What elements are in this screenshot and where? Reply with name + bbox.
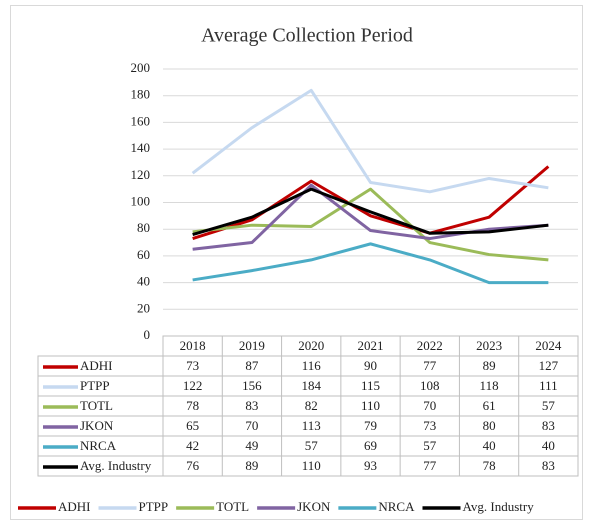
legend-label: Avg. Industry bbox=[462, 499, 534, 514]
table-value: 77 bbox=[423, 458, 437, 473]
x-tick-label: 2023 bbox=[476, 338, 502, 353]
table-value: 73 bbox=[423, 418, 436, 433]
table-value: 57 bbox=[542, 398, 556, 413]
table-row-label: Avg. Industry bbox=[80, 458, 152, 473]
table-value: 57 bbox=[305, 438, 319, 453]
table-value: 113 bbox=[302, 418, 321, 433]
table-value: 80 bbox=[483, 418, 496, 433]
table-value: 70 bbox=[245, 418, 258, 433]
table-value: 69 bbox=[364, 438, 377, 453]
chart-title: Average Collection Period bbox=[201, 25, 413, 47]
legend-label: PTPP bbox=[139, 499, 169, 514]
table-value: 49 bbox=[245, 438, 258, 453]
table-value: 116 bbox=[302, 358, 322, 373]
table-value: 77 bbox=[423, 358, 437, 373]
table-value: 40 bbox=[542, 438, 555, 453]
x-tick-label: 2022 bbox=[417, 338, 443, 353]
table-value: 70 bbox=[423, 398, 436, 413]
y-tick-label: 40 bbox=[137, 274, 150, 289]
table-value: 83 bbox=[542, 458, 555, 473]
y-tick-label: 0 bbox=[144, 327, 151, 342]
table-row-label: TOTL bbox=[80, 398, 113, 413]
table-value: 65 bbox=[186, 418, 199, 433]
table-value: 156 bbox=[242, 378, 262, 393]
table-value: 78 bbox=[186, 398, 199, 413]
table-value: 108 bbox=[420, 378, 440, 393]
table-value: 90 bbox=[364, 358, 377, 373]
table-value: 118 bbox=[480, 378, 499, 393]
x-tick-label: 2021 bbox=[358, 338, 384, 353]
y-tick-label: 180 bbox=[131, 87, 151, 102]
y-tick-label: 200 bbox=[131, 60, 151, 75]
y-tick-label: 80 bbox=[137, 220, 150, 235]
table-value: 93 bbox=[364, 458, 377, 473]
table-value: 122 bbox=[183, 378, 203, 393]
table-value: 82 bbox=[305, 398, 318, 413]
series-line bbox=[192, 183, 549, 251]
table-value: 78 bbox=[483, 458, 496, 473]
y-tick-label: 160 bbox=[131, 113, 151, 128]
table-value: 115 bbox=[361, 378, 380, 393]
legend-label: NRCA bbox=[378, 499, 415, 514]
table-value: 87 bbox=[245, 358, 259, 373]
table-value: 89 bbox=[483, 358, 496, 373]
table-value: 110 bbox=[302, 458, 321, 473]
series-line bbox=[191, 88, 549, 194]
table-value: 110 bbox=[361, 398, 380, 413]
series-line bbox=[192, 242, 549, 285]
x-tick-label: 2020 bbox=[298, 338, 324, 353]
x-tick-label: 2024 bbox=[535, 338, 562, 353]
table-value: 57 bbox=[423, 438, 437, 453]
table-row-label: NRCA bbox=[80, 438, 117, 453]
table-value: 89 bbox=[245, 458, 258, 473]
series-line bbox=[192, 165, 550, 240]
table-value: 42 bbox=[186, 438, 199, 453]
table-value: 184 bbox=[301, 378, 321, 393]
table-value: 40 bbox=[483, 438, 496, 453]
table-value: 79 bbox=[364, 418, 377, 433]
table-value: 73 bbox=[186, 358, 199, 373]
series-line bbox=[192, 187, 549, 236]
legend-label: TOTL bbox=[216, 499, 249, 514]
table-value: 127 bbox=[539, 358, 559, 373]
legend-label: ADHI bbox=[58, 499, 91, 514]
x-tick-label: 2018 bbox=[180, 338, 206, 353]
y-tick-label: 140 bbox=[131, 140, 151, 155]
x-tick-label: 2019 bbox=[239, 338, 265, 353]
series-line bbox=[192, 187, 549, 262]
y-tick-label: 120 bbox=[131, 167, 151, 182]
table-row-label: ADHI bbox=[80, 358, 113, 373]
table-value: 76 bbox=[186, 458, 200, 473]
legend-label: JKON bbox=[297, 499, 331, 514]
table-value: 111 bbox=[539, 378, 558, 393]
table-row-label: PTPP bbox=[80, 378, 110, 393]
y-tick-label: 60 bbox=[137, 247, 150, 262]
table-row-label: JKON bbox=[80, 418, 114, 433]
table-value: 83 bbox=[245, 398, 258, 413]
y-tick-label: 100 bbox=[131, 193, 151, 208]
table-value: 61 bbox=[483, 398, 496, 413]
y-tick-label: 20 bbox=[137, 300, 150, 315]
table-value: 83 bbox=[542, 418, 555, 433]
